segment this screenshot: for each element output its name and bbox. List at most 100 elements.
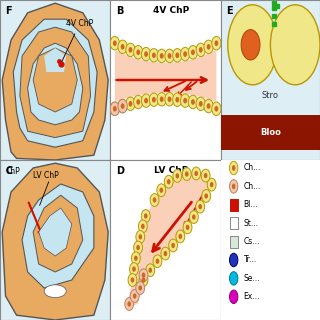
- Bar: [221, 115, 320, 150]
- Circle shape: [241, 30, 260, 60]
- Circle shape: [138, 285, 142, 291]
- Polygon shape: [127, 173, 212, 307]
- Circle shape: [127, 301, 131, 307]
- Circle shape: [129, 101, 132, 107]
- Circle shape: [142, 277, 145, 283]
- Circle shape: [152, 97, 156, 102]
- Circle shape: [229, 161, 238, 175]
- Circle shape: [168, 53, 172, 59]
- Circle shape: [204, 173, 207, 178]
- Text: Stro: Stro: [262, 92, 279, 100]
- Circle shape: [199, 47, 203, 53]
- Circle shape: [212, 36, 221, 50]
- Circle shape: [131, 277, 134, 283]
- Polygon shape: [44, 48, 66, 72]
- Polygon shape: [22, 184, 94, 288]
- Text: E: E: [226, 6, 232, 16]
- Circle shape: [199, 101, 203, 107]
- Circle shape: [196, 200, 204, 213]
- Circle shape: [150, 194, 159, 206]
- Polygon shape: [115, 50, 216, 102]
- Circle shape: [175, 52, 179, 58]
- Circle shape: [228, 5, 277, 85]
- Circle shape: [113, 106, 117, 112]
- Circle shape: [132, 266, 136, 272]
- Circle shape: [214, 106, 218, 112]
- Circle shape: [165, 49, 174, 63]
- Circle shape: [183, 51, 187, 57]
- Circle shape: [229, 253, 238, 267]
- Text: Bloo: Bloo: [260, 128, 281, 137]
- Circle shape: [180, 47, 190, 61]
- Polygon shape: [39, 208, 72, 256]
- Circle shape: [192, 167, 201, 180]
- Circle shape: [149, 93, 158, 107]
- Text: Cs...: Cs...: [244, 237, 260, 246]
- Circle shape: [173, 49, 182, 62]
- Circle shape: [191, 50, 195, 55]
- Circle shape: [183, 221, 192, 234]
- Circle shape: [139, 274, 148, 286]
- Circle shape: [139, 269, 148, 282]
- Circle shape: [118, 99, 127, 113]
- Circle shape: [149, 49, 158, 62]
- Circle shape: [113, 40, 117, 46]
- Circle shape: [148, 268, 152, 273]
- Polygon shape: [20, 27, 91, 138]
- Bar: [229, 217, 238, 229]
- Circle shape: [121, 103, 124, 109]
- Circle shape: [171, 243, 175, 248]
- Circle shape: [157, 184, 166, 196]
- Circle shape: [142, 273, 145, 278]
- Ellipse shape: [44, 285, 66, 298]
- Circle shape: [144, 213, 148, 219]
- Text: ChP: ChP: [5, 167, 20, 176]
- Circle shape: [161, 247, 170, 260]
- Circle shape: [169, 239, 178, 252]
- Circle shape: [134, 45, 143, 59]
- Circle shape: [160, 53, 164, 59]
- Circle shape: [232, 165, 236, 171]
- Circle shape: [110, 102, 119, 116]
- Text: LV ChP: LV ChP: [33, 172, 59, 180]
- Text: Ch...: Ch...: [244, 164, 261, 172]
- Circle shape: [133, 293, 137, 299]
- Circle shape: [130, 263, 139, 276]
- Circle shape: [204, 193, 208, 199]
- Circle shape: [188, 45, 197, 59]
- Circle shape: [207, 103, 211, 109]
- Circle shape: [180, 94, 190, 107]
- Circle shape: [144, 98, 148, 103]
- Polygon shape: [2, 163, 108, 320]
- Circle shape: [210, 182, 213, 187]
- Circle shape: [160, 96, 164, 102]
- Polygon shape: [13, 19, 97, 147]
- Circle shape: [165, 92, 174, 106]
- Circle shape: [157, 49, 166, 63]
- Circle shape: [192, 214, 196, 220]
- Circle shape: [110, 36, 119, 50]
- Circle shape: [183, 98, 187, 103]
- Circle shape: [204, 40, 213, 53]
- Circle shape: [128, 274, 137, 286]
- Circle shape: [141, 224, 145, 229]
- Circle shape: [136, 282, 145, 294]
- Circle shape: [167, 179, 171, 184]
- Circle shape: [173, 170, 182, 182]
- Polygon shape: [2, 3, 108, 160]
- Circle shape: [121, 44, 124, 50]
- Circle shape: [207, 44, 211, 50]
- Circle shape: [229, 180, 238, 193]
- Circle shape: [196, 43, 205, 57]
- Polygon shape: [28, 43, 83, 125]
- Circle shape: [121, 103, 124, 109]
- Text: Bl...: Bl...: [244, 200, 258, 209]
- Circle shape: [141, 47, 151, 61]
- Circle shape: [141, 210, 150, 222]
- Circle shape: [125, 298, 133, 310]
- Text: 4V ChP: 4V ChP: [62, 20, 93, 61]
- Circle shape: [179, 234, 182, 239]
- Circle shape: [189, 211, 198, 223]
- Circle shape: [153, 255, 162, 268]
- Circle shape: [182, 168, 191, 180]
